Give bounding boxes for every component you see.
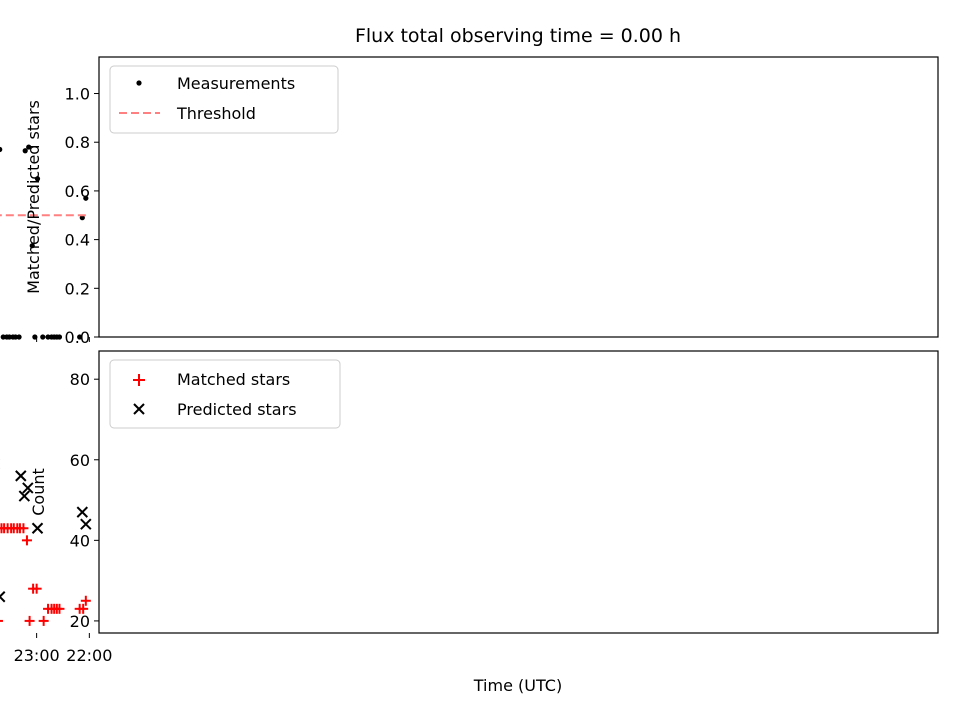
matched-star-point xyxy=(80,595,91,606)
measurement-point xyxy=(22,148,28,154)
chart-title: Flux total observing time = 0.00 h xyxy=(355,25,681,47)
count-y-axis: 20 40 60 80 xyxy=(70,370,99,631)
matched-star-point xyxy=(43,603,54,614)
y-tick-label: 0.2 xyxy=(65,279,90,298)
matched-star-point xyxy=(74,603,85,614)
legend-matched-label: Matched stars xyxy=(177,370,290,389)
predicted-star-point-b xyxy=(15,470,27,482)
legend-predicted-marker xyxy=(133,403,145,415)
ratio-plot-marks xyxy=(0,144,89,340)
count-plot-marks xyxy=(0,459,92,626)
measurement-point xyxy=(83,195,89,201)
x-axis-label: Time (UTC) xyxy=(473,676,562,695)
measurement-point xyxy=(40,334,46,340)
predicted-star-point xyxy=(18,490,31,502)
legend-measurements-label: Measurements xyxy=(177,74,295,93)
predicted-star-point xyxy=(76,506,89,518)
ratio-y-axis-label: Matched/Predicted stars xyxy=(24,100,43,294)
count-plot-frame xyxy=(98,350,939,634)
legend-measurement-marker xyxy=(136,80,142,86)
y-tick-label: 60 xyxy=(70,451,90,470)
measurement-point xyxy=(26,144,32,150)
x-tick-label: 23:00 xyxy=(14,646,60,665)
predicted-star-point-b xyxy=(18,490,31,502)
matched-star-point xyxy=(21,535,32,546)
count-y-axis-label: Count xyxy=(29,468,48,516)
legend-threshold-label: Threshold xyxy=(176,104,256,123)
predicted-star-point-b xyxy=(80,518,92,530)
matched-star-point xyxy=(0,619,3,622)
count-legend: Matched stars Predicted stars xyxy=(109,359,341,429)
measurement-point xyxy=(0,146,3,153)
ratio-legend: Measurements Threshold xyxy=(109,65,339,134)
ratio-plot-frame xyxy=(98,56,939,338)
y-tick-label: 80 xyxy=(70,370,90,389)
ratio-legend-frame xyxy=(109,65,339,134)
count-legend-frame xyxy=(109,359,341,429)
y-tick-label: 0.0 xyxy=(65,328,90,347)
measurement-point xyxy=(45,334,51,340)
predicted-star-point-a xyxy=(0,595,6,603)
predicted-star-point xyxy=(22,482,34,494)
y-tick-label: 0.8 xyxy=(65,133,90,152)
measurement-point xyxy=(29,243,35,249)
y-tick-label: 20 xyxy=(70,612,90,631)
matched-star-point xyxy=(38,615,49,626)
legend-matched-marker xyxy=(133,374,145,386)
y-tick-label: 0.4 xyxy=(65,231,90,250)
panel-ratio: 0.0 0.2 0.4 0.6 0.8 1.0 Matched/Predicted sta… xyxy=(0,56,939,347)
predicted-star-point xyxy=(80,518,92,530)
measurement-point xyxy=(79,215,85,221)
predicted-star-point-b xyxy=(0,591,6,598)
measurement-point xyxy=(77,334,83,340)
x-tick-label: 22:00 xyxy=(66,646,112,665)
y-tick-label: 40 xyxy=(70,531,90,550)
predicted-star-point-b xyxy=(31,522,44,534)
predicted-star-point-b xyxy=(76,506,89,518)
y-tick-label: 1.0 xyxy=(65,85,90,104)
measurement-point xyxy=(0,334,6,340)
predicted-star-point xyxy=(15,470,27,482)
predicted-star-point xyxy=(31,522,44,534)
ratio-y-axis: 0.0 0.2 0.4 0.6 0.8 1.0 xyxy=(65,85,99,347)
ratio-x-ticks xyxy=(36,337,90,342)
predicted-star-point xyxy=(0,591,6,603)
matched-star-point xyxy=(24,615,35,626)
predicted-star-point-b xyxy=(22,482,34,494)
y-tick-label: 0.6 xyxy=(65,182,90,201)
matched-star-point xyxy=(28,583,39,594)
measurement-point xyxy=(34,176,41,182)
legend-predicted-label: Predicted stars xyxy=(177,400,297,419)
matched-star-point xyxy=(0,523,7,534)
